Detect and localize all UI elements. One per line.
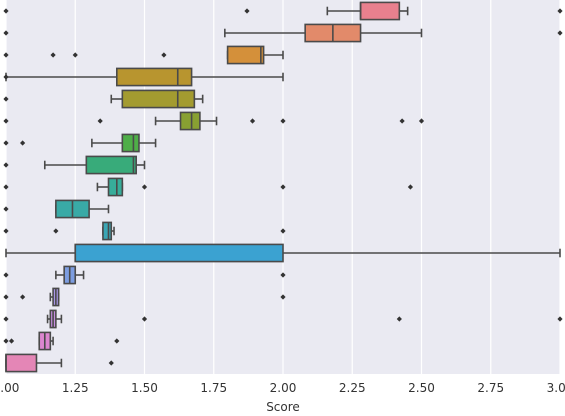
outlier-point	[97, 118, 103, 124]
outlier-point	[141, 316, 148, 322]
box	[226, 45, 265, 65]
box	[107, 177, 124, 197]
outlier-point	[161, 52, 167, 58]
boxes-layer	[3, 1, 563, 373]
box-row	[5, 353, 114, 373]
outlier-point	[50, 52, 56, 58]
outlier-point	[72, 52, 78, 58]
outlier-point	[396, 316, 402, 322]
x-tick-label: 1.25	[62, 381, 89, 395]
outlier-point	[3, 52, 9, 58]
box-row	[3, 265, 286, 285]
x-tick-labels: 1.00 1.25 1.50 1.75 2.00 2.25 2.50 2.75 3.00	[0, 381, 565, 395]
outlier-point	[399, 118, 405, 124]
box-row	[3, 221, 286, 241]
outlier-point	[108, 360, 114, 366]
box	[121, 133, 140, 153]
outlier-point	[8, 338, 15, 344]
outlier-point	[141, 184, 148, 190]
outlier-point	[3, 118, 9, 124]
x-tick-label: 1.75	[200, 381, 227, 395]
outlier-point	[3, 294, 9, 300]
outlier-point	[3, 162, 9, 168]
outlier-point	[20, 294, 26, 300]
x-tick-label: 2.25	[339, 381, 366, 395]
x-tick-label: 3.00	[547, 381, 565, 395]
box	[116, 67, 193, 87]
outlier-point	[280, 228, 286, 234]
box-row	[3, 45, 284, 65]
box-row	[5, 243, 561, 263]
outlier-point	[3, 206, 9, 212]
outlier-point	[3, 316, 9, 322]
box-row	[3, 1, 563, 21]
box-row	[3, 331, 120, 351]
outlier-point	[3, 74, 9, 80]
outlier-point	[3, 228, 9, 234]
box	[85, 155, 137, 175]
outlier-point	[3, 30, 9, 36]
outlier-point	[3, 140, 9, 146]
box	[74, 243, 284, 263]
outlier-point	[53, 228, 59, 234]
x-tick-label: 2.75	[477, 381, 504, 395]
outlier-point	[557, 8, 563, 14]
box	[102, 221, 113, 241]
box-row	[3, 111, 425, 131]
outlier-point	[3, 272, 9, 278]
x-tick-label: 1.00	[0, 381, 19, 395]
box-row	[3, 133, 157, 153]
outlier-point	[280, 118, 286, 124]
outlier-point	[280, 184, 286, 190]
outlier-point	[20, 140, 26, 146]
box	[121, 89, 196, 109]
outlier-point	[418, 118, 425, 124]
box-row	[3, 155, 146, 175]
outlier-point	[557, 30, 563, 36]
x-tick-label: 2.50	[408, 381, 435, 395]
outlier-point	[3, 96, 9, 102]
box-row	[3, 309, 563, 329]
x-tick-label: 1.50	[131, 381, 158, 395]
box-row	[3, 23, 563, 43]
outlier-point	[3, 184, 9, 190]
box	[359, 1, 401, 21]
outlier-point	[280, 272, 286, 278]
box	[179, 111, 201, 131]
x-tick-label: 2.00	[270, 381, 297, 395]
outlier-point	[3, 8, 9, 14]
x-axis-label: Score	[266, 400, 300, 414]
outlier-point	[407, 184, 414, 190]
box-row	[3, 67, 284, 87]
outlier-point	[3, 338, 9, 344]
box	[5, 353, 38, 373]
outlier-point	[280, 294, 286, 300]
box-row	[3, 177, 414, 197]
box-row	[3, 287, 286, 307]
outlier-point	[114, 338, 120, 344]
box-row	[3, 199, 110, 219]
outlier-point	[557, 316, 563, 322]
box-row	[3, 89, 204, 109]
outlier-point	[244, 8, 250, 14]
outlier-point	[249, 118, 256, 124]
